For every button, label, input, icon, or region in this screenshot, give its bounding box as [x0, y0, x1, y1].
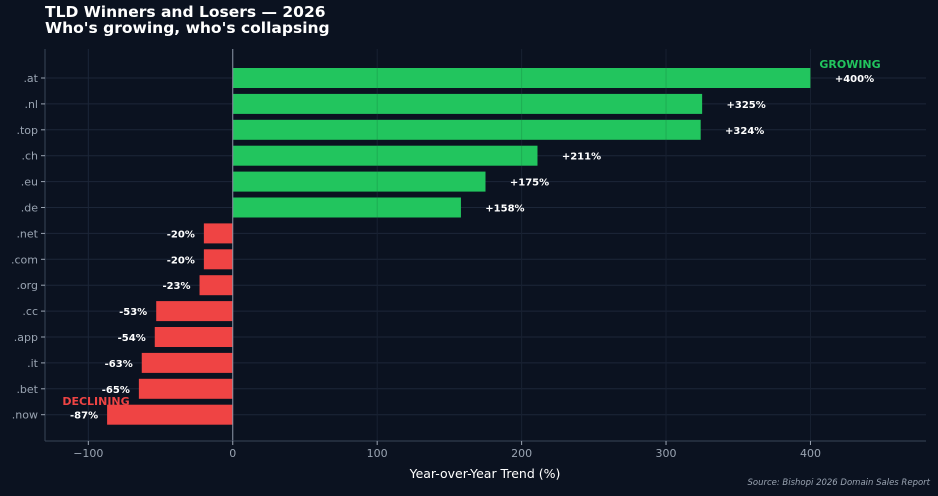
y-tick-label: .top	[16, 124, 38, 137]
bar-top	[232, 119, 701, 140]
x-tick-label: −100	[73, 447, 103, 460]
bar-com	[203, 249, 233, 270]
bar-nl	[232, 93, 703, 114]
y-tick-label: .app	[14, 331, 38, 344]
x-axis-label: Year-over-Year Trend (%)	[409, 466, 561, 481]
bar-cc	[156, 301, 233, 322]
bar-now	[107, 404, 233, 425]
bar-de	[232, 197, 461, 218]
source-note: Source: Bishopi 2026 Domain Sales Report	[747, 478, 930, 488]
y-tick-label: .org	[16, 279, 38, 292]
value-label: +400%	[835, 74, 874, 85]
bar-at	[232, 68, 811, 88]
bar-org	[199, 275, 233, 296]
value-label: -20%	[167, 255, 195, 266]
value-label: +175%	[510, 178, 549, 189]
chart-subtitle: Who's growing, who's collapsing	[45, 19, 330, 37]
value-label: +158%	[485, 204, 524, 215]
value-label: -87%	[70, 411, 98, 422]
value-label: -53%	[119, 307, 147, 318]
growing-annotation: GROWING	[819, 58, 880, 71]
value-label: -54%	[118, 333, 146, 344]
y-tick-label: .at	[23, 72, 38, 85]
declining-annotation: DECLINING	[62, 395, 129, 408]
grid-layer	[45, 49, 926, 441]
chart-title: TLD Winners and Losers — 2026	[45, 3, 326, 21]
axes-layer	[41, 49, 926, 445]
y-tick-label: .com	[11, 253, 38, 266]
y-tick-label: .de	[21, 202, 38, 215]
value-label: -20%	[167, 229, 195, 240]
labels-layer: −100 0 100 200 300 400 .at .nl .top .ch .eu .de .net…	[11, 72, 874, 460]
bar-it	[141, 352, 233, 373]
bars-layer	[107, 49, 811, 441]
y-tick-label: .eu	[21, 176, 38, 189]
x-tick-label: 300	[656, 447, 677, 460]
bar-bet	[138, 378, 233, 399]
bar-app	[154, 327, 233, 347]
y-tick-label: .now	[12, 409, 38, 422]
value-label: +324%	[725, 126, 764, 137]
x-tick-label: 100	[367, 447, 388, 460]
value-label: +211%	[562, 152, 601, 163]
bar-eu	[232, 171, 486, 192]
y-tick-label: .it	[27, 357, 39, 370]
x-tick-label: 200	[511, 447, 532, 460]
y-tick-label: .cc	[22, 305, 38, 318]
value-label: -23%	[162, 281, 190, 292]
value-label: +325%	[726, 100, 765, 111]
y-tick-label: .net	[16, 227, 38, 240]
y-tick-label: .ch	[21, 150, 38, 163]
y-tick-label: .bet	[16, 383, 38, 396]
y-tick-label: .nl	[24, 98, 38, 111]
bar-ch	[232, 145, 538, 166]
value-label: -63%	[105, 359, 133, 370]
x-tick-label: 0	[229, 447, 236, 460]
value-label: -65%	[102, 385, 130, 396]
x-tick-label: 400	[800, 447, 821, 460]
bar-net	[203, 223, 233, 244]
